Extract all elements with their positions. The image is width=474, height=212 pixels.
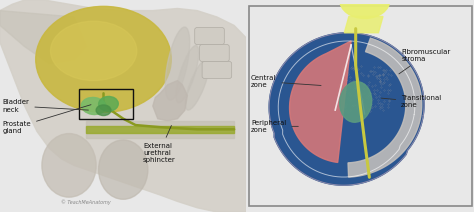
Text: © TeachMeAnatomy: © TeachMeAnatomy — [62, 199, 111, 205]
FancyBboxPatch shape — [195, 28, 224, 45]
Ellipse shape — [36, 6, 171, 112]
Polygon shape — [0, 11, 86, 64]
Polygon shape — [0, 0, 246, 212]
FancyBboxPatch shape — [200, 45, 229, 61]
Ellipse shape — [99, 140, 148, 199]
Ellipse shape — [82, 98, 106, 114]
Ellipse shape — [340, 0, 390, 18]
Ellipse shape — [165, 27, 190, 100]
Polygon shape — [153, 81, 187, 121]
Ellipse shape — [340, 82, 372, 122]
Text: Transitional
zone: Transitional zone — [381, 95, 441, 108]
Ellipse shape — [42, 134, 96, 197]
Ellipse shape — [185, 60, 209, 110]
Bar — [79, 89, 133, 119]
Text: Fibromuscular
stroma: Fibromuscular stroma — [399, 49, 450, 74]
Polygon shape — [86, 121, 234, 138]
Polygon shape — [86, 126, 234, 133]
Ellipse shape — [176, 46, 199, 103]
Text: Bladder
neck: Bladder neck — [2, 99, 89, 113]
Polygon shape — [290, 41, 351, 162]
Polygon shape — [348, 38, 422, 177]
Text: Central
zone: Central zone — [251, 75, 321, 88]
Text: External
urethral
sphincter: External urethral sphincter — [143, 126, 176, 163]
Text: Prostate
gland: Prostate gland — [2, 105, 91, 134]
Ellipse shape — [99, 96, 118, 111]
Ellipse shape — [96, 105, 111, 116]
FancyBboxPatch shape — [202, 61, 232, 78]
Ellipse shape — [51, 21, 137, 81]
Text: Peripheral
zone: Peripheral zone — [251, 120, 298, 133]
Polygon shape — [344, 17, 383, 33]
Polygon shape — [269, 33, 424, 185]
